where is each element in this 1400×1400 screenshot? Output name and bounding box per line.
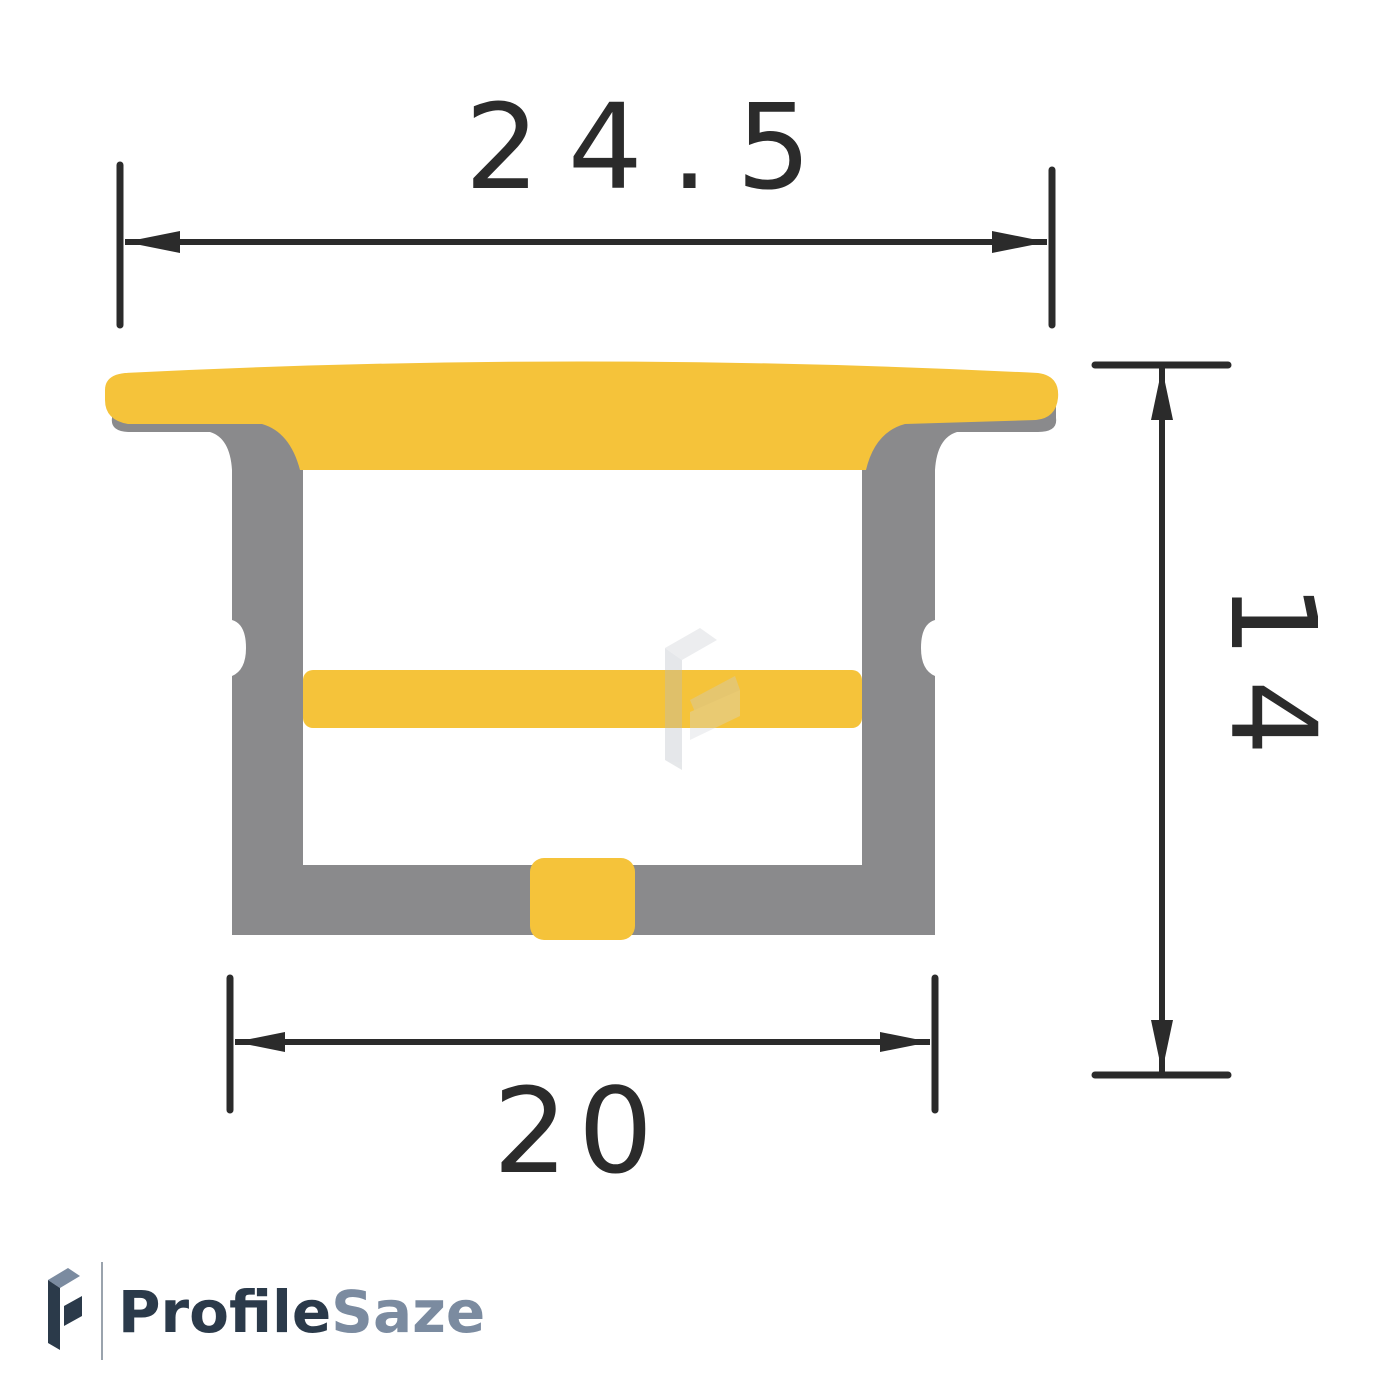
top-diffuser <box>105 361 1059 470</box>
middle-diffuser <box>303 670 862 728</box>
watermark-logo-icon <box>665 628 740 770</box>
height-arrow-top <box>1151 368 1173 420</box>
brand-name-part1: Profile <box>118 1278 331 1346</box>
top-width-label: 24.5 <box>465 78 840 216</box>
top-arrow-right <box>992 231 1047 253</box>
profile-section <box>105 361 1059 940</box>
top-dimension: 24.5 <box>116 78 1056 329</box>
height-label: 14 <box>1204 583 1342 777</box>
bottom-arrow-right <box>880 1032 930 1052</box>
height-arrow-bottom <box>1151 1020 1173 1072</box>
aluminium-channel <box>111 405 1057 935</box>
bottom-width-label: 20 <box>493 1062 663 1200</box>
bottom-arrow-left <box>235 1032 285 1052</box>
bottom-dimension: 20 <box>226 974 939 1200</box>
top-arrow-left <box>125 231 180 253</box>
height-dimension: 14 <box>1091 361 1342 1079</box>
bottom-insert <box>530 858 635 940</box>
brand-logo: ProfileSaze <box>48 1262 485 1360</box>
brand-name: ProfileSaze <box>118 1278 485 1346</box>
brand-name-part2: Saze <box>331 1278 485 1346</box>
profilesaze-logo-icon <box>48 1268 82 1350</box>
